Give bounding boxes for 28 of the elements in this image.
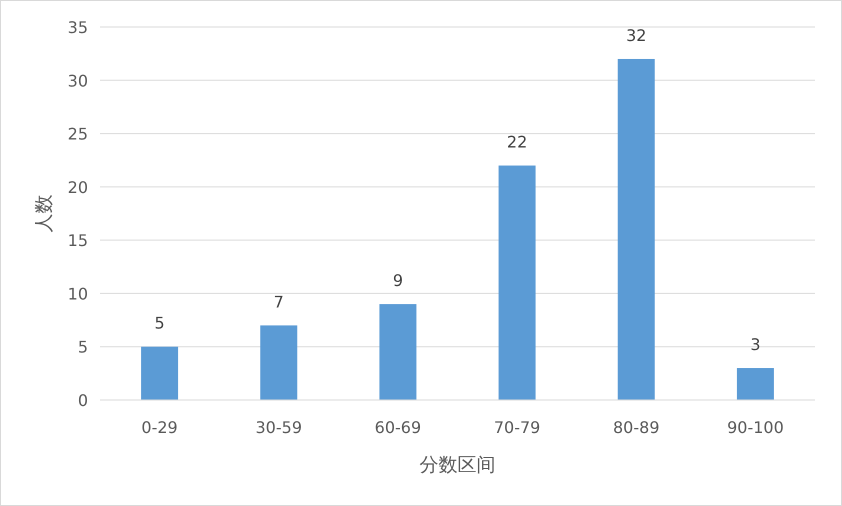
bar	[498, 166, 536, 400]
y-tick-label: 25	[68, 124, 88, 144]
y-tick-label: 0	[78, 391, 88, 410]
bar	[736, 368, 774, 400]
x-tick-label: 90-100	[727, 418, 784, 437]
bar	[141, 346, 178, 400]
x-tick-label: 0-29	[141, 418, 178, 437]
y-tick-label: 35	[68, 18, 88, 37]
data-label: 7	[274, 292, 284, 312]
data-label: 9	[392, 271, 404, 290]
y-tick-label: 30	[68, 71, 88, 90]
bar	[379, 304, 416, 400]
x-tick-label: 60-69	[374, 418, 422, 437]
y-axis-title: 人数	[33, 194, 55, 232]
y-tick-label: 10	[68, 284, 88, 304]
data-label: 3	[750, 335, 761, 354]
y-tick-label: 20	[68, 178, 88, 197]
data-label: 22	[506, 132, 528, 152]
data-label: 32	[626, 26, 646, 45]
x-axis-title: 分数区间	[420, 454, 496, 476]
bar	[618, 58, 655, 400]
x-tick-label: 80-89	[613, 418, 660, 437]
bar	[260, 325, 298, 400]
data-label: 5	[154, 314, 165, 333]
x-tick-label: 70-79	[494, 418, 540, 437]
y-tick-label: 15	[68, 231, 88, 250]
y-tick-label: 5	[78, 338, 88, 357]
x-tick-label: 30-59	[256, 418, 302, 437]
